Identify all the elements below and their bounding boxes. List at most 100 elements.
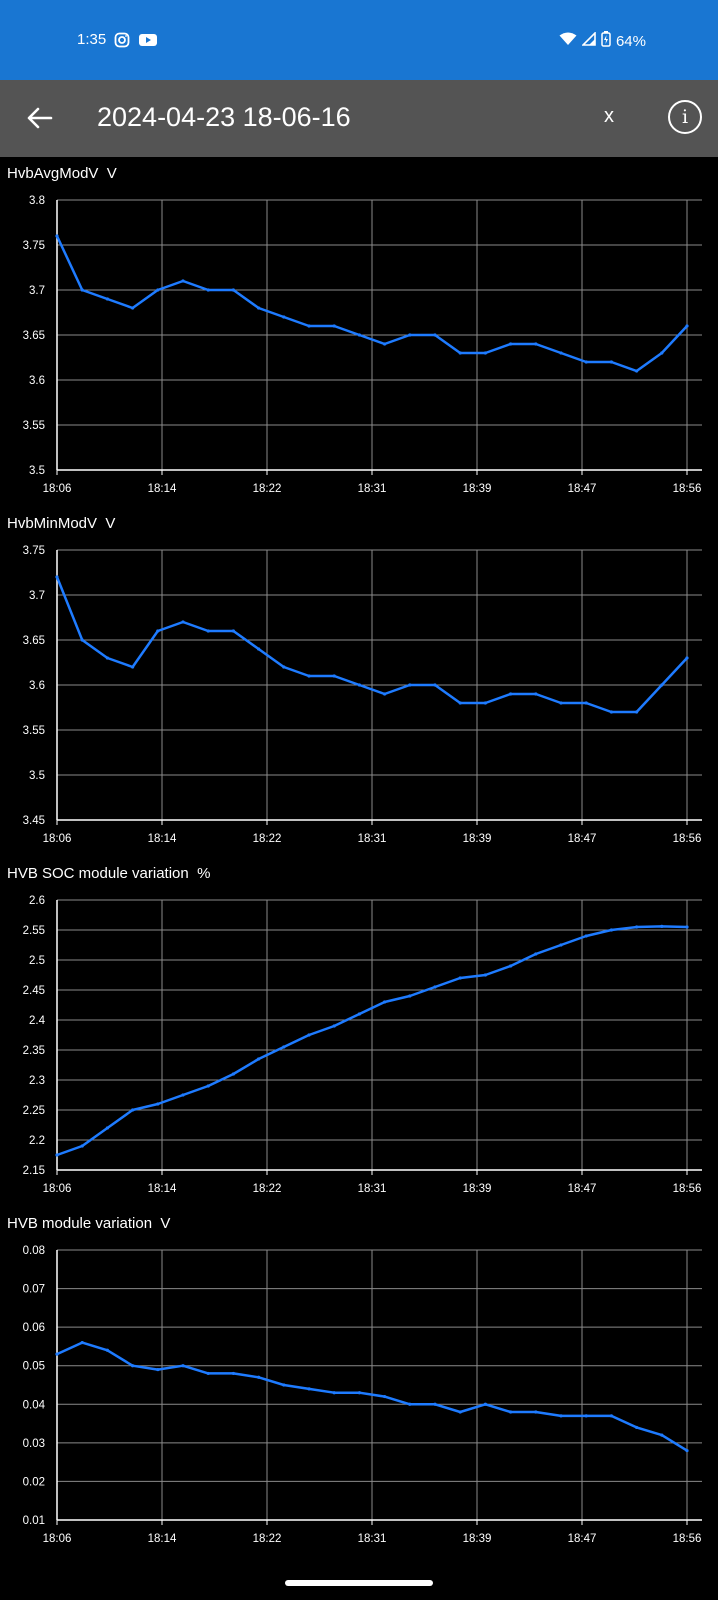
y-tick-label: 3.45	[23, 815, 45, 827]
y-tick-label: 3.5	[29, 465, 45, 477]
chart-hvb-min-mod-v: HvbMinModV V 3.75 3.7 3.65 3.6 3.55 3.5 3.45 18…	[0, 515, 718, 860]
data-point	[282, 1383, 286, 1387]
data-point	[257, 1057, 261, 1061]
data-point	[660, 683, 664, 687]
x-tick-label: 18:14	[148, 483, 177, 495]
data-point	[408, 994, 412, 998]
home-indicator[interactable]	[285, 1580, 433, 1586]
wifi-icon	[559, 32, 577, 50]
data-point	[559, 943, 563, 947]
data-point	[181, 1364, 185, 1368]
data-point	[55, 575, 59, 579]
chart-title: HVB module variation V	[7, 1215, 171, 1232]
data-point	[105, 656, 109, 660]
data-point	[80, 1144, 84, 1148]
data-point	[307, 1387, 311, 1391]
y-tick-label: 2.45	[23, 985, 45, 997]
x-tick-label: 18:14	[148, 1183, 177, 1195]
data-point	[458, 976, 462, 980]
data-point	[534, 692, 538, 696]
y-tick-label: 0.06	[23, 1322, 45, 1334]
back-button[interactable]	[20, 98, 60, 138]
series-line	[55, 235, 688, 373]
data-point	[584, 934, 588, 938]
series-line	[56, 925, 688, 1157]
chart-title: HVB SOC module variation %	[7, 865, 211, 882]
data-point	[206, 629, 210, 633]
y-tick-label: 2.6	[29, 895, 45, 907]
data-point	[257, 647, 261, 651]
data-point	[231, 629, 235, 633]
data-point	[660, 351, 664, 355]
data-point	[181, 1093, 185, 1097]
x-tick-label: 18:22	[253, 833, 282, 845]
chart-plot: 2.6 2.55 2.5 2.45 2.4 2.35 2.3 2.25 2.2 2.15 18:06…	[23, 895, 702, 1195]
data-point	[534, 952, 538, 956]
x-tick-label: 18:06	[43, 1183, 72, 1195]
y-tick-label: 3.75	[23, 545, 45, 557]
data-point	[534, 342, 538, 346]
data-point	[509, 964, 513, 968]
chart-hvb-module-variation: HVB module variation V 0.08 0.07 0.06 0.05 0…	[0, 1215, 718, 1560]
data-point	[383, 692, 387, 696]
data-point	[105, 1126, 109, 1130]
x-tick-label: 18:39	[463, 483, 492, 495]
x-tick-label: 18:39	[463, 833, 492, 845]
data-point	[332, 324, 336, 328]
info-button[interactable]: i	[668, 100, 702, 134]
y-tick-label: 0.05	[23, 1361, 45, 1373]
data-point	[483, 701, 487, 705]
x-tick-label: 18:22	[253, 1533, 282, 1545]
data-point	[584, 360, 588, 364]
data-point	[332, 1024, 336, 1028]
data-point	[105, 297, 109, 301]
data-point	[559, 1414, 563, 1418]
data-point	[181, 279, 185, 283]
data-point	[257, 306, 261, 310]
x-tick-label: 18:14	[148, 1533, 177, 1545]
x-tick-label: 18:47	[568, 1533, 597, 1545]
x-tick-label: 18:56	[673, 483, 702, 495]
y-tick-label: 2.4	[29, 1015, 46, 1027]
y-tick-label: 3.65	[23, 330, 45, 342]
data-point	[80, 288, 84, 292]
data-point	[408, 333, 412, 337]
y-tick-label: 2.3	[29, 1075, 45, 1087]
data-point	[383, 342, 387, 346]
x-tick-label: 18:31	[358, 1183, 387, 1195]
data-point	[660, 924, 664, 928]
chart-title: HvbMinModV V	[7, 515, 116, 532]
data-point	[483, 351, 487, 355]
data-point	[307, 674, 311, 678]
series-line	[55, 576, 688, 714]
data-point	[458, 1410, 462, 1414]
x-tick-label: 18:39	[463, 1183, 492, 1195]
data-point	[685, 324, 689, 328]
data-point	[231, 1371, 235, 1376]
y-tick-label: 3.55	[23, 725, 45, 737]
y-tick-label: 3.65	[23, 635, 45, 647]
youtube-icon	[138, 32, 158, 53]
close-button[interactable]: x	[604, 105, 614, 127]
data-point	[534, 1410, 538, 1414]
y-tick-label: 3.7	[29, 285, 45, 297]
data-point	[559, 351, 563, 355]
data-point	[105, 1348, 109, 1352]
x-tick-label: 18:31	[358, 1533, 387, 1545]
chart-plot: 3.75 3.7 3.65 3.6 3.55 3.5 3.45 18:06 18:14 18:22…	[23, 545, 702, 845]
data-point	[332, 1391, 336, 1395]
data-point	[383, 1000, 387, 1004]
y-tick-label: 2.55	[23, 925, 45, 937]
data-point	[357, 333, 361, 337]
y-tick-label: 2.25	[23, 1105, 45, 1117]
data-point	[609, 710, 614, 714]
status-bar: 1:35 64%	[0, 0, 718, 80]
data-point	[131, 1364, 135, 1368]
data-point	[181, 620, 185, 624]
y-tick-label: 0.01	[23, 1515, 45, 1527]
x-tick-label: 18:14	[148, 833, 177, 845]
chart-plot: 0.08 0.07 0.06 0.05 0.04 0.03 0.02 0.01 18:06 18:…	[23, 1245, 702, 1545]
data-point	[559, 701, 563, 705]
chart-hvb-soc-module-variation: HVB SOC module variation % 2.6 2.55 2.5 2.4…	[0, 865, 718, 1210]
data-point	[80, 1340, 84, 1345]
